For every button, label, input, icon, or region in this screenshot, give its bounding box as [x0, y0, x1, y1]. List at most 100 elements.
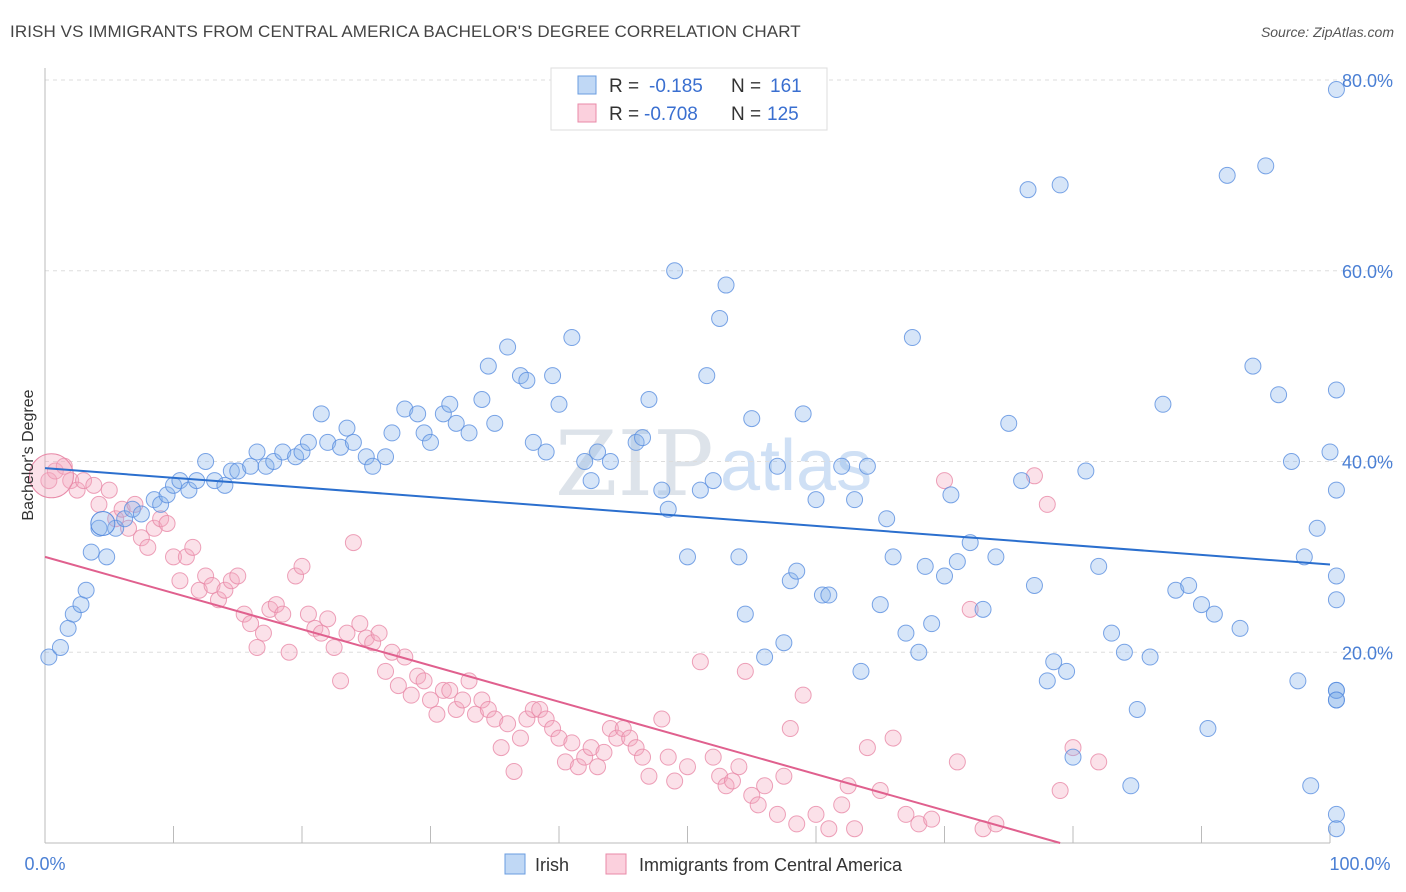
immigrants-point: [90, 495, 108, 513]
irish-point: [691, 481, 709, 499]
irish-point: [1090, 557, 1108, 575]
y-tick-labels: 20.0% 40.0% 60.0% 80.0%: [1342, 71, 1393, 663]
irish-point: [634, 429, 652, 447]
irish-point: [1289, 672, 1307, 690]
immigrants-point: [422, 691, 439, 709]
immigrants-point: [287, 567, 305, 585]
immigrants-point: [961, 600, 979, 618]
irish-point: [364, 457, 382, 475]
immigrants-point: [781, 720, 799, 738]
irish-point: [1180, 576, 1198, 594]
legend-r-value-2: -0.708: [644, 104, 698, 125]
irish-point: [1302, 777, 1320, 795]
immigrants-point: [846, 820, 864, 838]
immigrants-point: [62, 472, 80, 490]
irish-point: [72, 596, 90, 614]
irish-point: [171, 472, 189, 490]
irish-trend-line: [44, 467, 1331, 566]
irish-point: [916, 557, 934, 575]
immigrants-point: [582, 739, 600, 757]
irish-point: [460, 424, 478, 442]
immigrants-point: [40, 472, 58, 490]
irish-point: [274, 443, 292, 461]
irish-point: [756, 648, 774, 666]
immigrants-point: [158, 514, 176, 532]
irish-point: [312, 405, 330, 423]
irish-point: [871, 596, 889, 614]
watermark-atlas: atlas: [720, 426, 872, 506]
immigrants-point: [402, 686, 420, 704]
immigrants-point: [190, 581, 208, 599]
irish-point: [852, 662, 870, 680]
immigrants-point: [479, 700, 497, 718]
immigrants-point: [691, 653, 709, 671]
irish-point: [730, 548, 748, 566]
irish-point: [1231, 619, 1249, 637]
irish-point: [666, 262, 684, 280]
immigrants-point: [351, 615, 369, 633]
immigrants-point: [1090, 753, 1108, 771]
irish-point: [974, 600, 992, 618]
irish-point: [158, 486, 176, 504]
immigrants-point: [344, 534, 362, 552]
immigrants-point: [569, 758, 587, 776]
immigrants-point: [332, 672, 350, 690]
immigrants-point: [248, 638, 266, 656]
immigrants-point: [145, 519, 163, 537]
immigrants-point: [537, 710, 555, 728]
immigrants-point: [640, 767, 658, 785]
immigrants-point: [299, 605, 317, 623]
immigrants-point: [203, 576, 221, 594]
irish-point: [1308, 519, 1326, 537]
immigrants-point: [589, 758, 607, 776]
immigrants-point: [711, 767, 729, 785]
irish-point: [98, 548, 116, 566]
y-tick-label: 60.0%: [1342, 262, 1393, 282]
irish-point: [265, 453, 283, 470]
immigrants-point: [627, 739, 645, 757]
immigrants-point: [704, 748, 722, 766]
immigrants-point: [280, 643, 298, 661]
immigrants-point: [171, 572, 189, 590]
immigrants-point: [1051, 782, 1069, 800]
irish-point: [1244, 357, 1262, 375]
irish-point: [550, 395, 568, 413]
irish-point: [319, 433, 337, 451]
immigrants-point: [197, 567, 215, 585]
immigrants-point: [595, 743, 613, 761]
irish-point: [422, 433, 439, 451]
immigrants-point: [608, 729, 626, 747]
irish-point: [903, 329, 921, 347]
watermark-zip: ZIP: [555, 412, 714, 517]
irish-point: [299, 433, 317, 451]
immigrants-point: [621, 729, 639, 747]
irish-point: [524, 433, 542, 451]
immigrants-point: [466, 705, 484, 723]
irish-point: [518, 371, 536, 389]
y-tick-label: 40.0%: [1342, 453, 1393, 473]
irish-point: [434, 405, 452, 423]
irish-point: [544, 367, 562, 385]
irish-point: [1327, 681, 1345, 699]
irish-point: [923, 615, 941, 633]
immigrants-point: [820, 820, 838, 838]
irish-point: [897, 624, 915, 642]
immigrants-point: [428, 705, 446, 723]
immigrants-point: [736, 662, 754, 680]
irish-point: [1327, 381, 1345, 399]
immigrants-point: [518, 710, 536, 728]
irish-point: [1025, 576, 1043, 594]
immigrants-point: [556, 753, 574, 771]
immigrants-point: [120, 519, 138, 537]
irish-point: [1205, 605, 1223, 623]
irish-point: [1058, 662, 1076, 680]
immigrants-point: [1025, 467, 1043, 485]
irish-point: [781, 572, 799, 590]
irish-point: [152, 495, 170, 513]
legend-n-label-1: N =: [731, 76, 761, 97]
immigrants-point: [807, 805, 825, 823]
immigrants-point: [434, 681, 452, 699]
irish-point: [383, 424, 401, 442]
immigrants-point: [833, 796, 851, 814]
